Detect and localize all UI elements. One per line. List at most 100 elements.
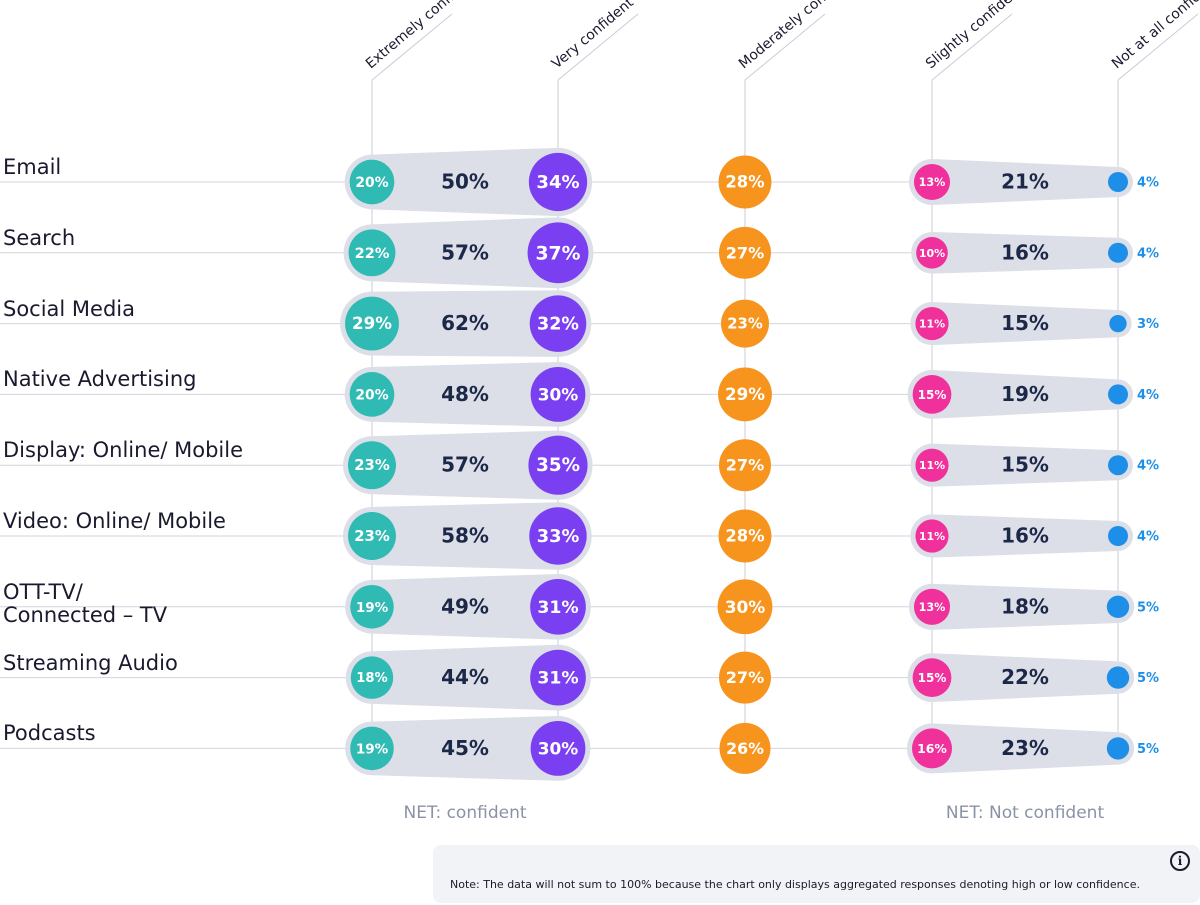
bubble — [529, 507, 587, 565]
net-label: 50% — [441, 170, 489, 194]
net-band — [910, 514, 1133, 558]
bubble-label: 11% — [919, 459, 945, 472]
bubble — [717, 579, 773, 635]
bubble — [913, 588, 951, 625]
bubble — [349, 372, 395, 417]
bubble — [349, 159, 395, 205]
column-header: Very confident — [549, 0, 637, 72]
bubble — [912, 658, 952, 697]
net-band — [343, 430, 593, 500]
bubble — [530, 367, 586, 422]
net-band — [907, 723, 1135, 774]
bubble — [1108, 384, 1128, 405]
bubble-label: 23% — [354, 527, 390, 545]
bubble-label: 5% — [1137, 671, 1159, 686]
net-label: 22% — [1001, 665, 1049, 689]
bubble-label: 28% — [725, 527, 764, 546]
bubble — [527, 222, 589, 284]
header-slash — [931, 13, 1013, 81]
net-label: 21% — [1001, 170, 1049, 194]
bubble — [530, 578, 586, 635]
bubble-label: 3% — [1137, 317, 1159, 332]
note-box: i Note: The data will not sum to 100% be… — [433, 845, 1200, 903]
bubble-label: 4% — [1137, 459, 1159, 474]
net-label: 57% — [441, 453, 489, 477]
column-header: Not at all confident — [1109, 0, 1200, 72]
bubble-label: 4% — [1137, 388, 1159, 403]
column-header: Slightly confident — [923, 0, 1027, 72]
net-label: 48% — [441, 382, 489, 406]
net-label: 19% — [1001, 382, 1049, 406]
bubble — [912, 728, 952, 769]
bubble-label: 4% — [1137, 530, 1159, 545]
net-label: 58% — [441, 524, 489, 548]
net-band — [344, 362, 591, 427]
bubble-label: 29% — [352, 314, 392, 333]
header-slash — [1117, 13, 1199, 81]
bubble-label: 26% — [726, 739, 764, 758]
net-band — [908, 583, 1135, 630]
bubble-label: 5% — [1137, 742, 1159, 757]
net-label: 45% — [441, 736, 489, 760]
bubble-label: 11% — [919, 530, 945, 543]
bubble-label: 23% — [354, 456, 390, 474]
bubble — [718, 509, 772, 563]
bubble — [1106, 595, 1130, 618]
net-band — [910, 302, 1132, 346]
net-label: 62% — [441, 311, 489, 335]
header-slash — [557, 13, 639, 81]
bubble — [528, 152, 588, 212]
bubble-label: 15% — [918, 388, 947, 402]
bubble — [721, 299, 769, 348]
bubble — [915, 519, 949, 553]
bubble — [528, 435, 588, 495]
bubble-label: 30% — [538, 739, 579, 759]
bubble-label: 18% — [356, 671, 387, 686]
bubble — [913, 163, 951, 201]
bubble-label: 27% — [726, 668, 765, 687]
category-label: Streaming Audio — [3, 650, 178, 675]
bubble-label: 15% — [918, 671, 947, 685]
net-band — [340, 290, 592, 357]
net-band — [345, 716, 591, 781]
bubble — [350, 656, 394, 699]
category-label: Native Advertising — [3, 367, 197, 392]
net-label: 15% — [1001, 453, 1049, 477]
bubble — [350, 585, 394, 629]
bubble-label: 29% — [725, 385, 765, 404]
net-band — [343, 502, 592, 570]
bubble-label: 13% — [919, 176, 946, 189]
bubble — [719, 651, 771, 704]
bubble — [915, 448, 949, 482]
bubble — [529, 295, 587, 352]
bubble — [1106, 737, 1130, 760]
net-label: 44% — [441, 665, 489, 689]
bubble — [719, 226, 771, 279]
net-band — [344, 147, 593, 217]
bubble-label: 13% — [919, 601, 946, 614]
bubble-label: 30% — [538, 385, 579, 405]
bubble-label: 32% — [537, 315, 579, 335]
net-label: 16% — [1001, 240, 1049, 264]
bubble-label: 16% — [917, 741, 947, 756]
bubble — [1108, 172, 1128, 192]
net-band — [911, 231, 1133, 274]
info-icon[interactable]: i — [1170, 851, 1190, 871]
bubble — [530, 649, 586, 706]
category-label: Search — [3, 225, 76, 250]
bubble — [345, 296, 399, 351]
bubble — [718, 367, 772, 422]
category-label: Display: Online/ Mobile — [3, 438, 244, 463]
bubble — [915, 307, 949, 341]
chart: Extremely confident Very confident Moderat… — [0, 0, 1200, 823]
net-label: 15% — [1001, 311, 1049, 335]
category-label: Podcasts — [3, 721, 96, 746]
bubble-label: 34% — [536, 172, 579, 193]
category-label: Email — [3, 155, 62, 179]
bubble — [912, 375, 952, 414]
bubble-label: 19% — [356, 741, 389, 757]
net-label: 23% — [1001, 736, 1049, 760]
bubble — [1108, 242, 1128, 263]
bubble — [916, 236, 948, 269]
